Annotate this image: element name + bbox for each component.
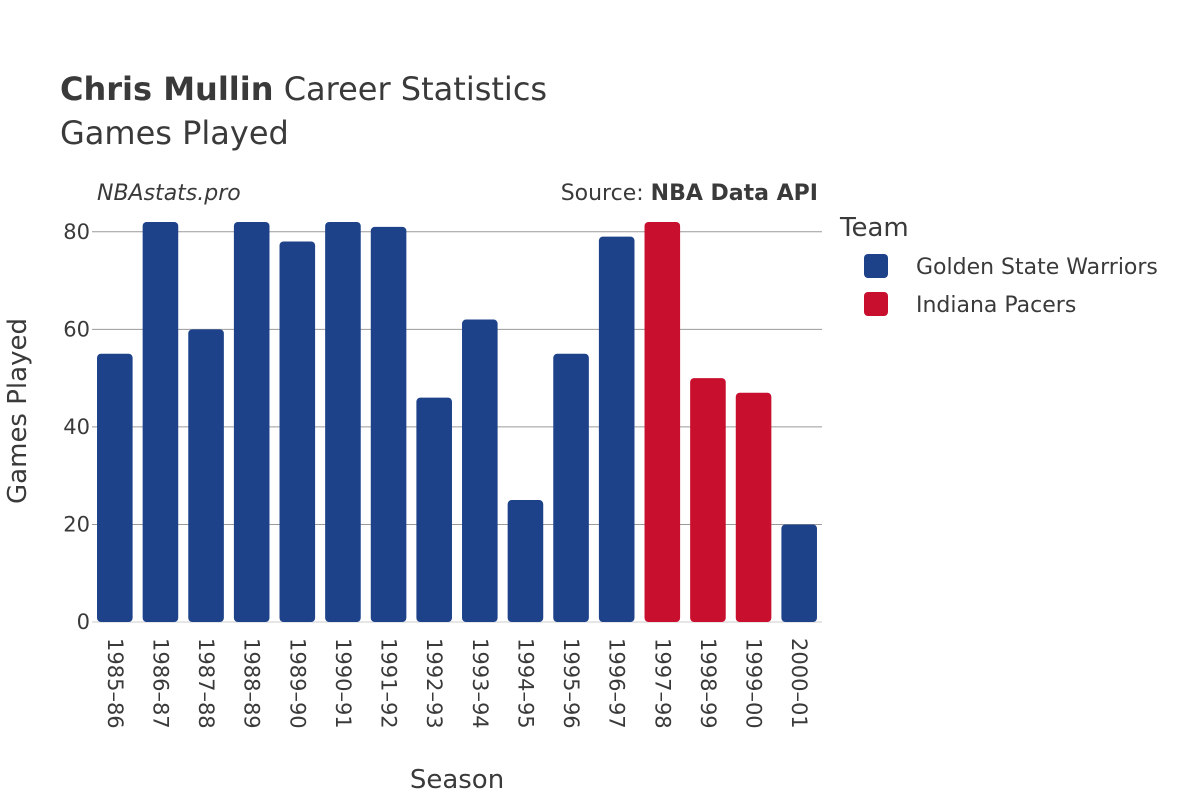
watermark: NBAstats.pro <box>97 181 241 206</box>
bar-1997-98-indiana-pacers <box>644 222 681 622</box>
bar-1985-86-golden-state-warriors <box>97 353 133 622</box>
bar-1993-94-golden-state-warriors <box>462 319 498 622</box>
x-tick-label: 1996–97 <box>605 638 629 729</box>
y-axis-label: Games Played <box>3 318 33 504</box>
x-tick-label: 1985–86 <box>103 638 127 729</box>
x-tick-label: 1988–89 <box>240 638 264 729</box>
bar-1990-91-golden-state-warriors <box>325 222 361 622</box>
bar-1987-88-golden-state-warriors <box>188 329 224 622</box>
x-tick-label: 1994–95 <box>513 638 537 729</box>
x-axis-label: Season <box>410 765 504 795</box>
chart-title: Chris Mullin Career Statistics <box>60 70 547 108</box>
y-axis-ticks: 0 20 40 60 80 <box>63 220 90 634</box>
x-tick-label: 2000–01 <box>787 638 811 729</box>
x-tick-label: 1999–00 <box>742 638 766 729</box>
chart-title-rest: Career Statistics <box>274 70 548 108</box>
y-tick-label: 40 <box>63 415 90 439</box>
chart-title-player: Chris Mullin <box>60 70 274 108</box>
legend-swatch-golden-state-warriors <box>864 254 888 278</box>
bar-1995-96-golden-state-warriors <box>553 353 589 622</box>
bar-1992-93-golden-state-warriors <box>416 397 452 622</box>
x-tick-label: 1989–90 <box>285 638 309 729</box>
source-credit: Source: NBA Data API <box>561 181 818 206</box>
legend-label-golden-state-warriors: Golden State Warriors <box>916 255 1158 280</box>
bar-1996-97-golden-state-warriors <box>598 236 635 622</box>
x-tick-label: 1992–93 <box>422 638 446 729</box>
legend-swatch-indiana-pacers <box>864 292 888 316</box>
bar-2000-01-golden-state-warriors <box>781 524 817 622</box>
bar-1999-00-indiana-pacers <box>735 392 772 622</box>
x-axis-ticks: 1985–86 1986–87 1987–88 1988–89 1989–90 1990–… <box>103 638 811 729</box>
x-tick-label: 1990–91 <box>331 638 355 729</box>
legend-title: Team <box>839 213 909 243</box>
x-tick-label: 1986–87 <box>148 638 172 729</box>
y-tick-label: 60 <box>63 317 90 341</box>
bar-1998-99-indiana-pacers <box>690 378 726 622</box>
x-tick-label: 1995–96 <box>559 638 583 729</box>
x-tick-label: 1998–99 <box>696 638 720 729</box>
y-tick-label: 80 <box>63 220 90 244</box>
bar-1986-87-golden-state-warriors <box>142 222 179 622</box>
y-tick-label: 20 <box>63 512 90 536</box>
chart-subtitle: Games Played <box>60 114 289 152</box>
bar-1991-92-golden-state-warriors <box>370 226 407 622</box>
x-tick-label: 1987–88 <box>194 638 218 729</box>
bar-1994-95-golden-state-warriors <box>507 500 544 622</box>
legend: Team Golden State Warriors Indiana Pacer… <box>839 213 1158 318</box>
source-prefix: Source: <box>561 181 651 206</box>
source-name: NBA Data API <box>651 181 818 206</box>
bar-1989-90-golden-state-warriors <box>279 241 316 622</box>
x-tick-label: 1991–92 <box>377 638 401 729</box>
bar-1988-89-golden-state-warriors <box>233 222 270 622</box>
y-tick-label: 0 <box>77 610 90 634</box>
legend-label-indiana-pacers: Indiana Pacers <box>916 293 1076 318</box>
x-tick-label: 1997–98 <box>650 638 674 729</box>
x-tick-label: 1993–94 <box>468 638 492 729</box>
bars <box>97 222 817 622</box>
